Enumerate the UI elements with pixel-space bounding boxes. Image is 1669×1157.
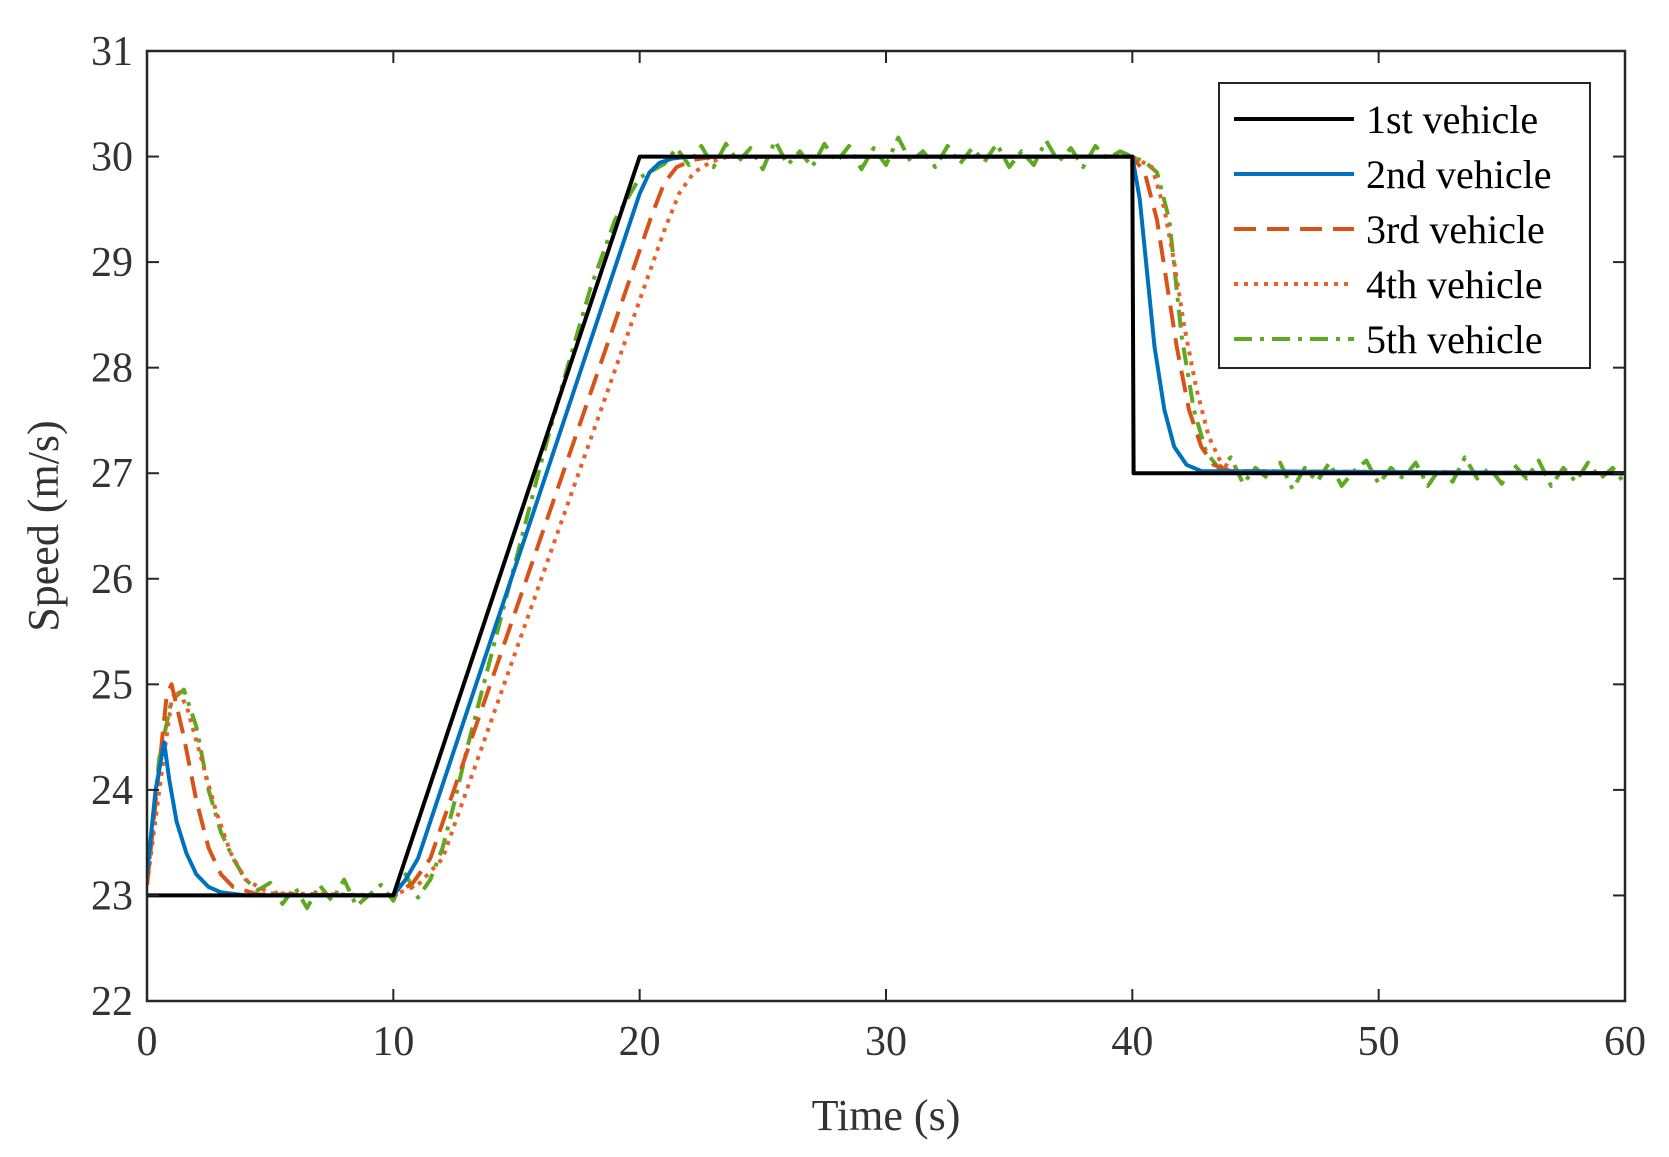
x-tick-label: 10	[372, 1019, 414, 1065]
x-axis-label: Time (s)	[812, 1091, 961, 1140]
series-line-2nd	[147, 154, 1625, 898]
series-line-5th	[147, 135, 1625, 911]
y-tick-label: 31	[91, 29, 133, 75]
y-axis-label: Speed (m/s)	[19, 420, 68, 631]
series-line-4th	[147, 154, 1625, 898]
x-tick-label: 60	[1604, 1019, 1646, 1065]
y-tick-label: 24	[91, 768, 133, 814]
series-line-3rd	[147, 154, 1625, 898]
legend-label: 1st vehicle	[1366, 97, 1538, 142]
y-tick-label: 26	[91, 557, 133, 603]
x-tick-label: 50	[1358, 1019, 1400, 1065]
legend-entries: 1st vehicle 2nd vehicle 3rd vehicle 4th veh…	[1234, 97, 1552, 362]
x-tick-label: 40	[1111, 1019, 1153, 1065]
ticks-layer: 0 10 20 30 40 50 60 22 23 24 25 26 27 28 29 30 31	[91, 29, 1646, 1065]
legend: 1st vehicle 2nd vehicle 3rd vehicle 4th veh…	[1218, 82, 1591, 369]
y-tick-label: 23	[91, 873, 133, 919]
x-tick-label: 20	[619, 1019, 661, 1065]
y-tick-label: 28	[91, 346, 133, 392]
y-tick-label: 30	[91, 135, 133, 181]
series-line-1st	[147, 154, 1625, 898]
legend-label: 4th vehicle	[1366, 262, 1543, 307]
x-tick-label: 30	[865, 1019, 907, 1065]
legend-label: 2nd vehicle	[1366, 152, 1552, 197]
y-tick-label: 27	[91, 451, 133, 497]
y-tick-label: 22	[91, 979, 133, 1025]
x-tick-label: 0	[137, 1019, 158, 1065]
legend-label: 5th vehicle	[1366, 317, 1543, 362]
legend-box	[1218, 82, 1591, 369]
series-layer	[147, 135, 1625, 911]
y-tick-label: 29	[91, 240, 133, 286]
legend-label: 3rd vehicle	[1366, 207, 1545, 252]
y-tick-label: 25	[91, 662, 133, 708]
